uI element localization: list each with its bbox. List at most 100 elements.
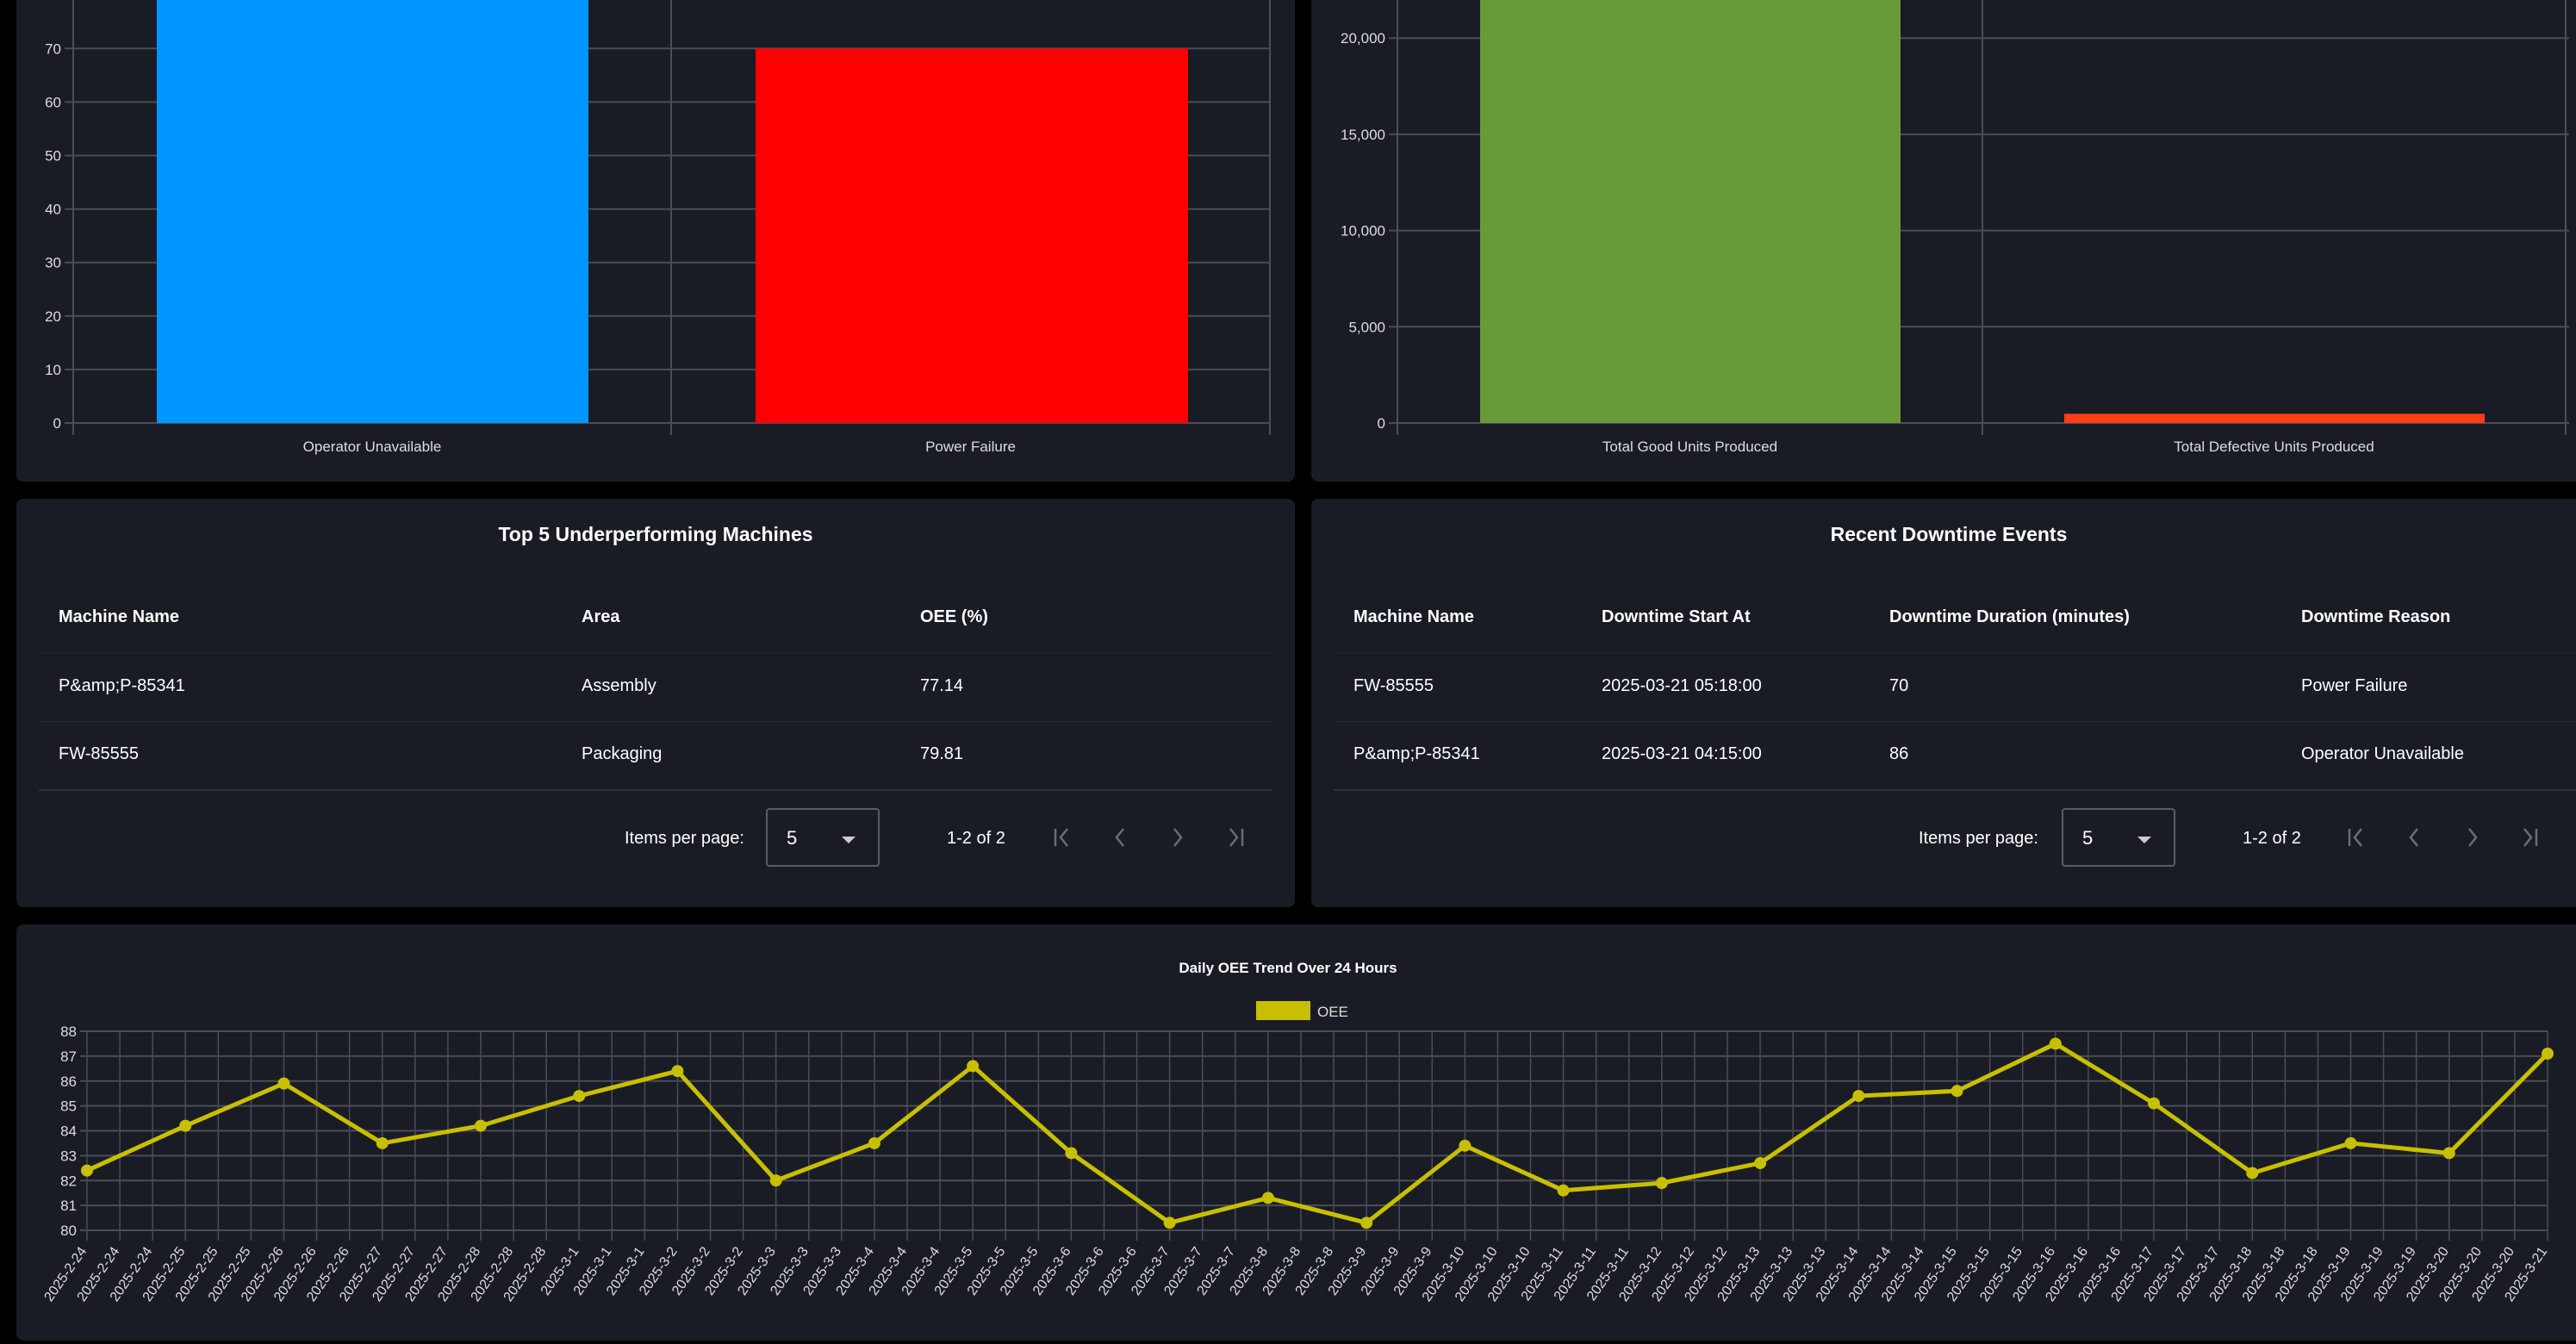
y-tick-label: 82	[60, 1173, 77, 1189]
y-tick-label: 20	[45, 308, 61, 325]
items-per-page-value: 5	[787, 827, 798, 849]
y-tick-label: 70	[45, 40, 61, 57]
first-page-icon[interactable]	[1044, 820, 1079, 855]
cell-downtime-duration: 86	[1889, 744, 1909, 763]
oee-trend-panel: Daily OEE Trend Over 24 Hours OEE 80 81 82 83…	[16, 924, 2576, 1341]
oee-data-point	[1852, 1090, 1865, 1103]
row-divider	[39, 721, 1272, 722]
y-tick-label: 88	[60, 1024, 77, 1040]
chart-title: Daily OEE Trend Over 24 Hours	[1179, 960, 1397, 976]
oee-data-point	[81, 1164, 93, 1177]
y-tick-label: 50	[45, 148, 61, 165]
page-range-label: 1-2 of 2	[947, 829, 1005, 848]
y-tick-label: 87	[60, 1048, 77, 1065]
items-per-page-label: Items per page:	[1919, 829, 2038, 848]
bar-total-defective-units-produced	[2064, 414, 2485, 423]
y-tick-label: 0	[1378, 415, 1385, 432]
column-header-machine-name[interactable]: Machine Name	[1353, 607, 1475, 626]
oee-data-point	[1065, 1147, 1078, 1160]
units-produced-chart: 0 5,000 10,000 15,000 20,000 Total Good Units…	[1341, 0, 2569, 455]
column-header-area[interactable]: Area	[582, 607, 620, 626]
oee-data-point	[1557, 1184, 1570, 1197]
cell-machine-name: P&amp;P-85341	[1353, 744, 1480, 763]
legend-swatch	[1256, 1001, 1310, 1020]
cell-machine-name: FW-85555	[59, 744, 140, 763]
column-header-oee[interactable]: OEE (%)	[920, 607, 988, 626]
cell-downtime-reason: Operator Unavailable	[2301, 744, 2464, 763]
column-header-machine-name[interactable]: Machine Name	[59, 607, 180, 626]
page-range-label: 1-2 of 2	[2243, 829, 2301, 848]
oee-data-point	[1163, 1216, 1176, 1229]
oee-data-point	[769, 1174, 782, 1187]
cell-downtime-duration: 70	[1889, 676, 1909, 695]
oee-data-point	[277, 1077, 290, 1090]
bar-operator-unavailable	[157, 0, 588, 423]
cell-machine-name: P&amp;P-85341	[59, 676, 185, 695]
oee-data-point	[1261, 1192, 1274, 1204]
oee-data-point	[2049, 1037, 2062, 1050]
previous-page-icon[interactable]	[1103, 820, 1137, 855]
column-header-downtime-reason[interactable]: Downtime Reason	[2301, 607, 2451, 626]
cell-machine-name: FW-85555	[1353, 676, 1434, 695]
next-page-icon[interactable]	[2455, 820, 2490, 855]
column-header-downtime-start[interactable]: Downtime Start At	[1602, 607, 1751, 626]
oee-trend-chart: Daily OEE Trend Over 24 Hours OEE 80 81 82 83…	[42, 960, 2554, 1304]
row-divider	[1334, 721, 2576, 722]
last-page-icon[interactable]	[1219, 820, 1254, 855]
first-page-icon[interactable]	[2338, 820, 2373, 855]
cell-oee: 79.81	[920, 744, 964, 763]
legend-label: OEE	[1317, 1004, 1348, 1020]
oee-data-point	[967, 1060, 980, 1073]
x-category-label: Total Defective Units Produced	[2174, 439, 2374, 455]
units-produced-panel: 0 5,000 10,000 15,000 20,000 Total Good Units…	[1311, 0, 2576, 482]
y-tick-label: 85	[60, 1098, 77, 1115]
oee-series-line	[85, 1041, 2549, 1225]
recent-downtime-panel: Recent Downtime Events Machine Name Down…	[1311, 499, 2576, 907]
oee-data-point	[671, 1065, 684, 1078]
y-tick-label: 40	[45, 202, 61, 218]
y-tick-label: 86	[60, 1073, 77, 1090]
table-title: Recent Downtime Events	[1830, 523, 2068, 545]
oee-data-point	[2542, 1047, 2554, 1060]
oee-data-point	[376, 1136, 389, 1149]
cell-oee: 77.14	[920, 676, 964, 695]
cell-area: Packaging	[582, 744, 663, 763]
cell-downtime-start: 2025-03-21 04:15:00	[1602, 744, 1762, 763]
cell-area: Assembly	[582, 676, 656, 695]
row-divider	[1334, 652, 2576, 653]
chevron-down-icon	[2137, 837, 2151, 843]
table-title: Top 5 Underperforming Machines	[498, 523, 813, 545]
table-footer-divider	[39, 789, 1272, 791]
table-footer-divider	[1334, 789, 2576, 791]
y-tick-label: 81	[60, 1198, 77, 1214]
y-tick-label: 20,000	[1341, 30, 1385, 47]
column-header-downtime-duration[interactable]: Downtime Duration (minutes)	[1889, 607, 2130, 626]
bar-total-good-units-produced	[1480, 0, 1901, 423]
y-tick-label: 5,000	[1348, 319, 1385, 335]
bar-power-failure	[756, 48, 1188, 424]
y-tick-label: 0	[53, 415, 61, 432]
items-per-page-value: 5	[2082, 827, 2094, 849]
y-tick-label: 60	[45, 94, 61, 110]
chevron-down-icon	[842, 837, 856, 843]
oee-data-point	[2246, 1167, 2259, 1179]
oee-data-point	[474, 1119, 487, 1132]
downtime-by-reason-panel: 0 10 20 30 40 50 60 70 Operator Unavailable Power…	[16, 0, 1295, 482]
oee-data-point	[1951, 1085, 1963, 1098]
y-tick-label: 80	[60, 1223, 77, 1239]
y-tick-label: 10,000	[1341, 223, 1385, 240]
x-category-label: Power Failure	[925, 439, 1016, 455]
items-per-page-select[interactable]: 5	[2062, 808, 2175, 867]
row-divider	[39, 652, 1272, 653]
items-per-page-select[interactable]: 5	[766, 808, 880, 867]
oee-data-point	[1360, 1216, 1373, 1229]
oee-data-point	[1459, 1139, 1472, 1152]
cell-downtime-reason: Power Failure	[2301, 676, 2408, 695]
underperforming-machines-panel: Top 5 Underperforming Machines Machine N…	[16, 499, 1295, 907]
oee-data-point	[2344, 1136, 2357, 1149]
next-page-icon[interactable]	[1160, 820, 1195, 855]
cell-downtime-start: 2025-03-21 05:18:00	[1602, 676, 1762, 695]
last-page-icon[interactable]	[2513, 820, 2548, 855]
oee-data-point	[1754, 1157, 1767, 1170]
previous-page-icon[interactable]	[2397, 820, 2431, 855]
